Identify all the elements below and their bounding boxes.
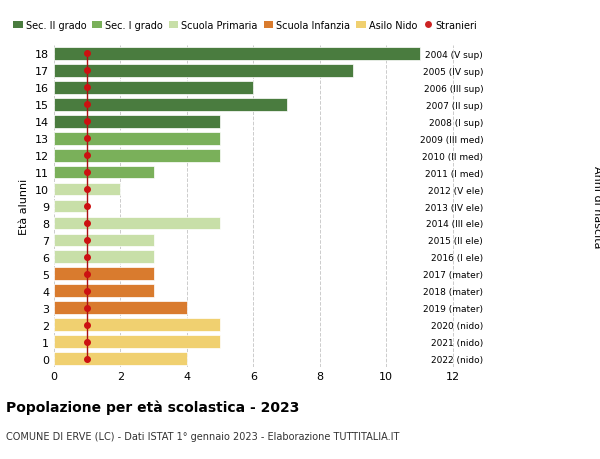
Point xyxy=(82,50,92,58)
Point xyxy=(82,169,92,176)
Bar xyxy=(54,99,287,112)
Bar xyxy=(54,48,419,61)
Bar xyxy=(54,183,121,196)
Point xyxy=(82,101,92,109)
Bar xyxy=(54,251,154,263)
Bar xyxy=(54,268,154,280)
Bar xyxy=(54,200,87,213)
Bar xyxy=(54,133,220,145)
Point xyxy=(82,118,92,126)
Text: Anni di nascita: Anni di nascita xyxy=(592,165,600,248)
Point xyxy=(82,67,92,75)
Bar xyxy=(54,319,220,331)
Bar xyxy=(54,217,220,230)
Text: Popolazione per età scolastica - 2023: Popolazione per età scolastica - 2023 xyxy=(6,399,299,414)
Bar xyxy=(54,116,220,129)
Bar xyxy=(54,82,253,95)
Point xyxy=(82,321,92,329)
Bar xyxy=(54,336,220,348)
Point xyxy=(82,254,92,261)
Point xyxy=(82,355,92,363)
Point xyxy=(82,237,92,244)
Point xyxy=(82,203,92,210)
Bar xyxy=(54,285,154,297)
Text: COMUNE DI ERVE (LC) - Dati ISTAT 1° gennaio 2023 - Elaborazione TUTTITALIA.IT: COMUNE DI ERVE (LC) - Dati ISTAT 1° genn… xyxy=(6,431,400,442)
Bar xyxy=(54,234,154,247)
Bar xyxy=(54,65,353,78)
Point xyxy=(82,135,92,143)
Bar xyxy=(54,150,220,162)
Y-axis label: Età alunni: Età alunni xyxy=(19,179,29,235)
Point xyxy=(82,304,92,312)
Point xyxy=(82,220,92,227)
Point xyxy=(82,338,92,346)
Point xyxy=(82,287,92,295)
Bar xyxy=(54,167,154,179)
Legend: Sec. II grado, Sec. I grado, Scuola Primaria, Scuola Infanzia, Asilo Nido, Stran: Sec. II grado, Sec. I grado, Scuola Prim… xyxy=(10,17,481,34)
Bar xyxy=(54,302,187,314)
Point xyxy=(82,270,92,278)
Point xyxy=(82,84,92,92)
Bar xyxy=(54,353,187,365)
Point xyxy=(82,152,92,159)
Point xyxy=(82,186,92,193)
